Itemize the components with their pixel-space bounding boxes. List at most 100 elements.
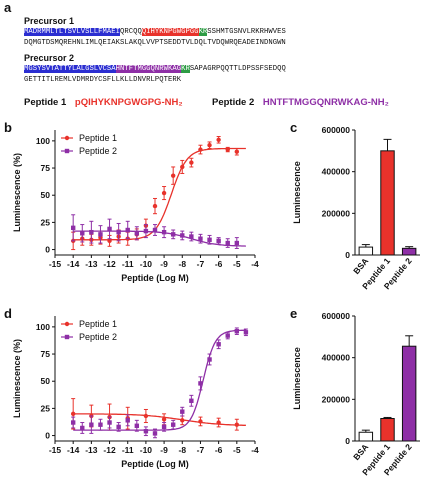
data-point-peptide-1: [180, 418, 185, 423]
x-tick-label: -8: [178, 259, 186, 269]
data-point-peptide-2: [143, 228, 149, 234]
x-tick-label: -7: [197, 259, 205, 269]
bar-bsa: [358, 431, 374, 442]
y-tick-label: 0: [345, 436, 350, 446]
data-point-peptide-1: [70, 411, 76, 417]
x-tick-label: -12: [103, 445, 116, 455]
data-point-peptide-2: [216, 238, 221, 244]
fit-curve-1: [73, 147, 246, 241]
data-point-peptide-1: [161, 417, 167, 422]
data-point-peptide-2: [134, 231, 140, 236]
x-tick-label: -15: [49, 259, 62, 269]
data-point-peptide-1: [180, 164, 185, 170]
y-tick-label: 100: [36, 136, 50, 146]
data-point-peptide-2: [225, 240, 230, 246]
data-point-peptide-1: [234, 149, 240, 154]
legend-peptide2-sequence: HNTFTMGGQNRWKAG-NH₂: [262, 97, 389, 108]
x-tick-label: -12: [103, 259, 116, 269]
legend-marker: [64, 321, 70, 327]
legend-peptide1-sequence: pQIHYKNPGWGPG-NH₂: [74, 97, 183, 108]
data-point-peptide-2: [134, 423, 140, 428]
data-point-peptide-2: [89, 229, 94, 235]
data-point-peptide-2: [107, 420, 112, 425]
y-tick-label: 25: [41, 403, 51, 413]
chart-e-bar: 0200000400000600000LuminescenceBSAPeptid…: [292, 311, 420, 477]
x-tick-label: -5: [233, 259, 241, 269]
x-tick-label: -4: [251, 259, 259, 269]
y-axis-label: Luminescence (%): [12, 153, 22, 232]
x-tick-label: -14: [67, 445, 80, 455]
remainder-2: SAPAGRPQQTTLDPSSFSEDQQ: [189, 65, 286, 73]
data-point-peptide-2: [189, 398, 194, 403]
x-tick-label: -8: [178, 445, 186, 455]
legend-marker: [64, 135, 70, 141]
y-axis-label: Luminescence: [292, 347, 302, 410]
category-label: BSA: [351, 442, 370, 462]
data-point-peptide-2: [125, 418, 130, 423]
data-point-peptide-2: [152, 431, 158, 436]
bar-peptide-1: [380, 150, 395, 256]
x-tick-label: -11: [122, 445, 134, 455]
y-axis-label: Luminescence: [292, 161, 302, 224]
x-tick-label: -5: [233, 445, 241, 455]
data-point-peptide-2: [98, 232, 103, 237]
x-tick-label: -13: [85, 259, 98, 269]
panel-label-e: e: [290, 306, 298, 321]
bar-peptide-1: [380, 418, 395, 442]
data-point-peptide-2: [198, 236, 203, 241]
spacer-1: QRCQQ: [120, 28, 142, 36]
legend-marker: [64, 148, 70, 154]
y-tick-label: 200000: [322, 208, 351, 218]
x-tick-label: -10: [140, 259, 153, 269]
y-tick-label: 100: [36, 322, 50, 332]
y-tick-label: 0: [45, 431, 50, 441]
signal-peptide-2: MGSYSVTATTYLALGSLVCSA: [24, 65, 116, 73]
chart-b-dose-response: -15 -14 -13 -12 -11 -10 -9 -8 -7 -6 -5 -4 0 25 50 75 100…: [12, 130, 259, 283]
x-tick-label: -11: [122, 259, 134, 269]
data-point-peptide-1: [198, 419, 203, 424]
bar-peptide-2: [401, 345, 417, 442]
data-point-peptide-2: [125, 227, 130, 233]
data-point-peptide-1: [107, 238, 112, 244]
x-tick-label: -7: [197, 445, 205, 455]
y-tick-label: 0: [345, 250, 350, 260]
peptide2-region: HNTFTMGGQNRWKAG: [115, 65, 182, 73]
data-point-peptide-2: [170, 422, 176, 427]
precursor1-title: Precursor 1: [24, 16, 75, 26]
data-point-peptide-1: [161, 190, 167, 196]
data-point-peptide-1: [152, 203, 158, 209]
precursor2-sequence-line1: MGSYSVTATTYLALGSLVCSAHNTFTMGGQNRWKAGKRSA…: [24, 64, 286, 74]
data-point-peptide-2: [70, 225, 76, 231]
data-point-peptide-2: [234, 240, 240, 246]
chart-c-bar: 0200000400000600000LuminescenceBSAPeptid…: [292, 125, 420, 291]
y-tick-label: 50: [41, 190, 51, 200]
x-tick-label: -6: [215, 259, 223, 269]
data-point-peptide-2: [143, 429, 149, 434]
cleavage-site-1: KR: [198, 28, 208, 36]
x-tick-label: -13: [85, 445, 98, 455]
x-axis-label: Peptide (Log M): [121, 459, 189, 469]
panel-label-d: d: [4, 306, 12, 321]
legend-label-peptide-2: Peptide 2: [79, 146, 117, 156]
data-point-peptide-1: [216, 420, 221, 425]
remainder-1: SSHMTGSNVLRKRHWVES: [207, 28, 286, 36]
y-tick-label: 25: [41, 217, 51, 227]
x-tick-label: -6: [215, 445, 223, 455]
data-point-peptide-2: [198, 381, 203, 386]
data-point-peptide-1: [207, 143, 212, 148]
legend-label-peptide-1: Peptide 1: [79, 319, 117, 329]
data-point-peptide-2: [180, 233, 185, 238]
data-point-peptide-2: [207, 237, 212, 242]
signal-peptide-1: MADRMMLTLTSVLVSLLFMAEI: [24, 28, 120, 36]
data-point-peptide-2: [80, 231, 85, 236]
precursor1-sequence-line1: MADRMMLTLTSVLVSLLFMAEIQRCQQQIHYKNPGWGPGG…: [24, 27, 286, 37]
data-point-peptide-2: [107, 226, 112, 232]
y-tick-label: 400000: [322, 353, 351, 363]
y-tick-label: 600000: [322, 311, 351, 321]
cleavage-site-2: KR: [181, 65, 190, 73]
y-tick-label: 400000: [322, 167, 351, 177]
data-point-peptide-1: [198, 147, 203, 152]
y-tick-label: 200000: [322, 394, 351, 404]
legend-label-peptide-1: Peptide 1: [79, 133, 117, 143]
data-point-peptide-2: [180, 409, 185, 414]
